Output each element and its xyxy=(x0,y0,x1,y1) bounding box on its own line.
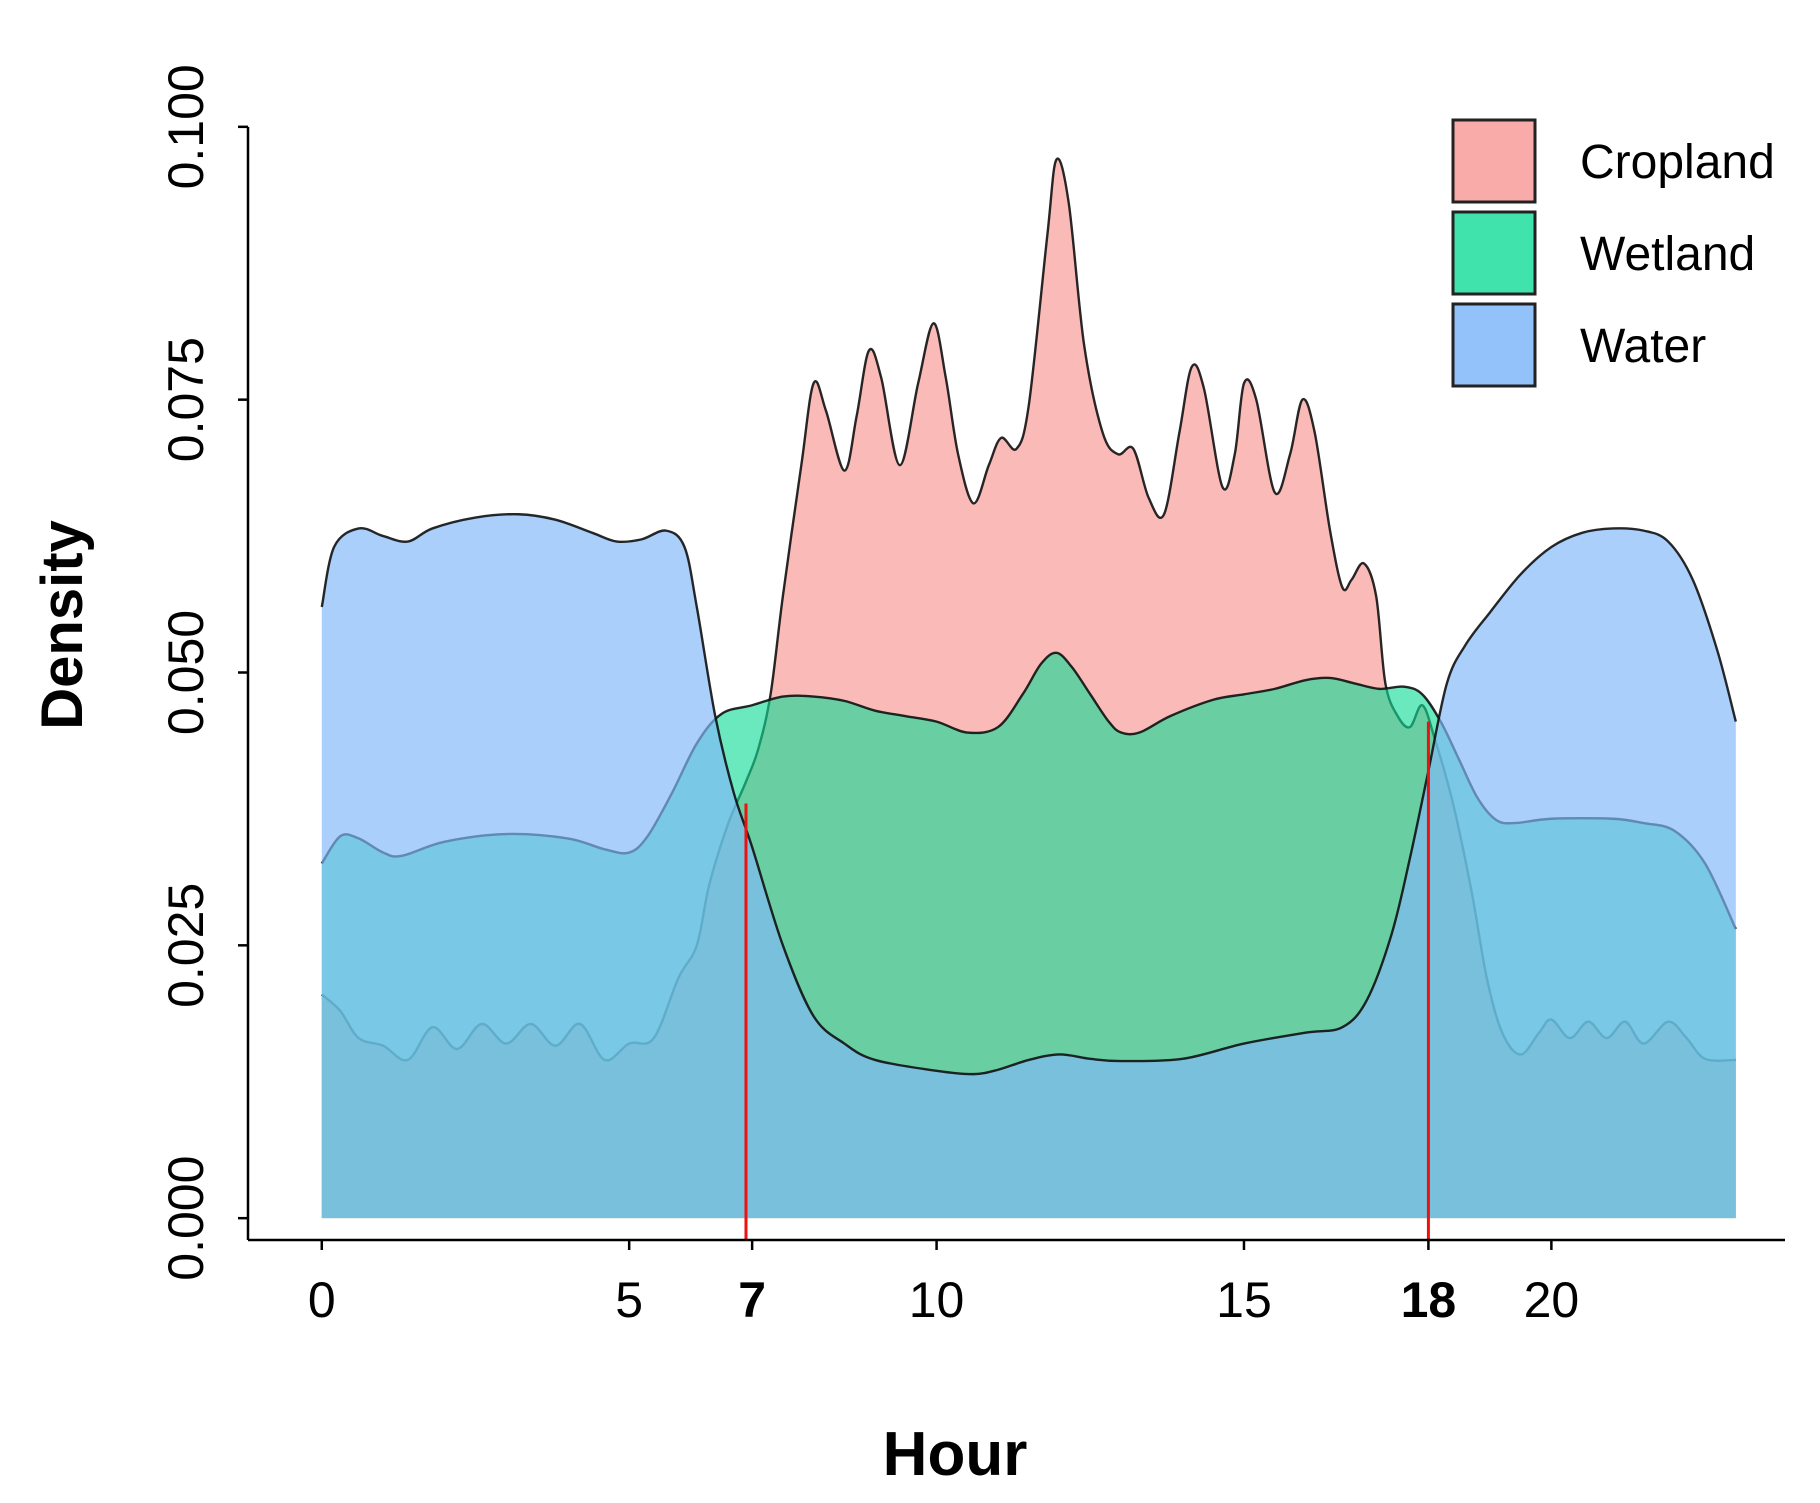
line-water xyxy=(320,512,1737,1076)
reference-lines xyxy=(744,721,1430,1240)
legend-label-cropland: Cropland xyxy=(1580,136,1775,189)
y-tick-label: 0.100 xyxy=(158,64,214,189)
x-tick-label: 10 xyxy=(909,1272,965,1328)
y-axis-title: Density xyxy=(30,520,95,730)
x-axis-title: Hour xyxy=(883,1420,1028,1489)
y-axis-ticks: 0.000 0.025 0.050 0.075 0.100 xyxy=(158,64,248,1281)
x-tick-label: 15 xyxy=(1216,1272,1272,1328)
x-tick-label: 20 xyxy=(1524,1272,1580,1328)
y-tick-label: 0.050 xyxy=(158,610,214,735)
axes: 0.000 0.025 0.050 0.075 0.100 0 5 7 10 15 18 20 xyxy=(158,64,1785,1328)
legend-label-wetland: Wetland xyxy=(1580,228,1755,281)
legend-swatch-cropland xyxy=(1451,118,1537,204)
area-water xyxy=(321,514,1736,1219)
x-tick-label: 0 xyxy=(308,1272,336,1328)
x-tick-label: 18 xyxy=(1401,1272,1457,1328)
x-tick-label: 5 xyxy=(615,1272,643,1328)
y-tick-label: 0.025 xyxy=(158,883,214,1008)
legend: Cropland Wetland Water xyxy=(1451,118,1775,388)
legend-swatch-water xyxy=(1451,302,1537,388)
x-axis-ticks: 0 5 7 10 15 18 20 xyxy=(308,1240,1579,1328)
legend-label-water: Water xyxy=(1580,320,1706,373)
y-tick-label: 0.000 xyxy=(158,1156,214,1281)
y-tick-label: 0.075 xyxy=(158,337,214,462)
x-tick-label: 7 xyxy=(738,1272,766,1328)
density-areas xyxy=(320,157,1737,1219)
legend-swatch-wetland xyxy=(1451,210,1537,296)
